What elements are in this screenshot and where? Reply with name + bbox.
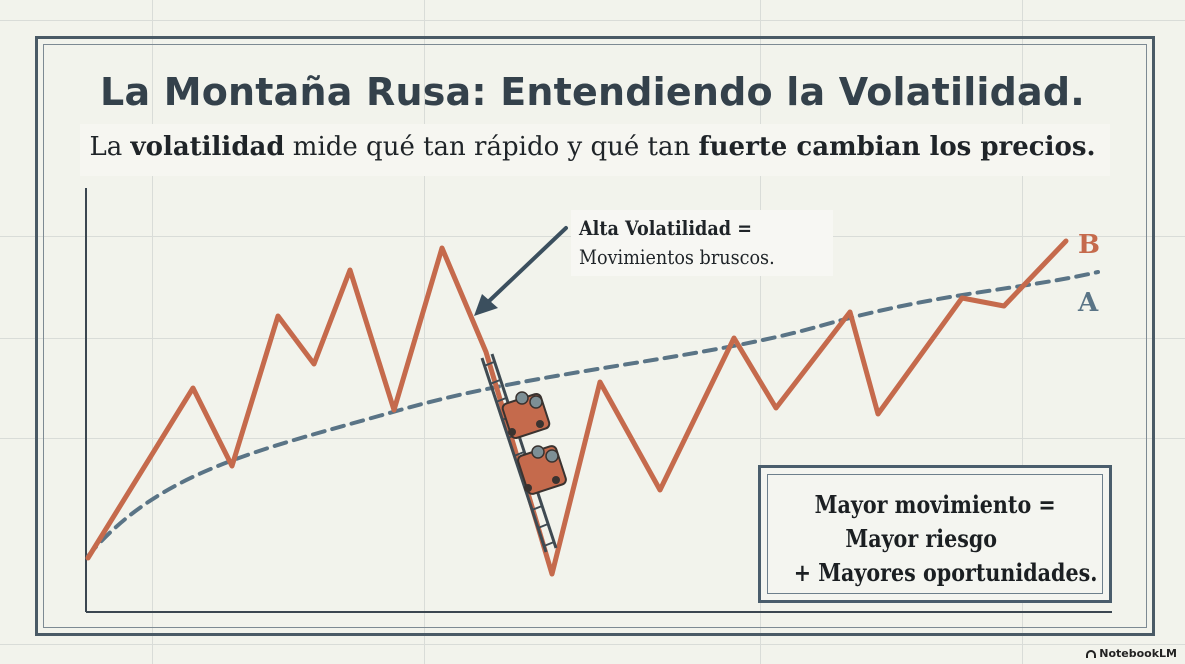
grid-line [152,0,153,664]
subtitle-bold: fuerte cambian los precios. [698,132,1096,162]
series-a-line [86,270,1100,558]
subtitle-bold: volatilidad [130,132,285,162]
summary-text: + Mayores oportunidades. [793,558,1098,587]
grid-line [1022,0,1023,664]
grid-line [0,20,1185,21]
grid-line [0,644,1185,645]
notebooklm-logo-icon [1086,649,1097,658]
slide-frame [35,36,1155,636]
brand-watermark: NotebookLM [1086,647,1177,660]
summary-text: Mayor riesgo [845,524,997,553]
summary-box: Mayor movimiento = Mayor riesgo + Mayore… [758,465,1112,603]
volatility-callout: Alta Volatilidad = Movimientos bruscos. [571,210,833,276]
grid-line [760,0,761,664]
grid-line [0,438,1185,439]
slide-inner-frame [43,44,1147,628]
series-b-label: B [1078,230,1100,260]
page-title: La Montaña Rusa: Entendiendo la Volatili… [100,70,1085,114]
callout-heading: Alta Volatilidad = [579,216,752,240]
summary-line-1: Mayor movimiento = [761,490,1109,519]
subtitle-text: mide qué tan rápido y qué tan [284,132,699,162]
summary-inner-border [767,474,1103,594]
subtitle-text: La [89,132,131,162]
roller-coaster-cart-icon [501,391,551,439]
subtitle: La volatilidad mide qué tan rápido y qué… [0,132,1185,162]
brand-name: NotebookLM [1099,647,1177,660]
subtitle-background [80,124,1110,176]
summary-text: Mayor movimiento = [814,490,1056,519]
series-b-line [85,238,1069,577]
grid-line [424,0,425,664]
roller-coaster-track [480,353,558,553]
callout-text: Movimientos bruscos. [579,245,775,269]
grid-line [0,338,1185,339]
series-a-label: A [1078,288,1099,318]
summary-line-2: Mayor riesgo [747,524,1095,553]
arrow-icon [474,226,568,316]
summary-line-3: + Mayores oportunidades. [769,558,1117,587]
roller-coaster-cart-icon [517,445,567,495]
